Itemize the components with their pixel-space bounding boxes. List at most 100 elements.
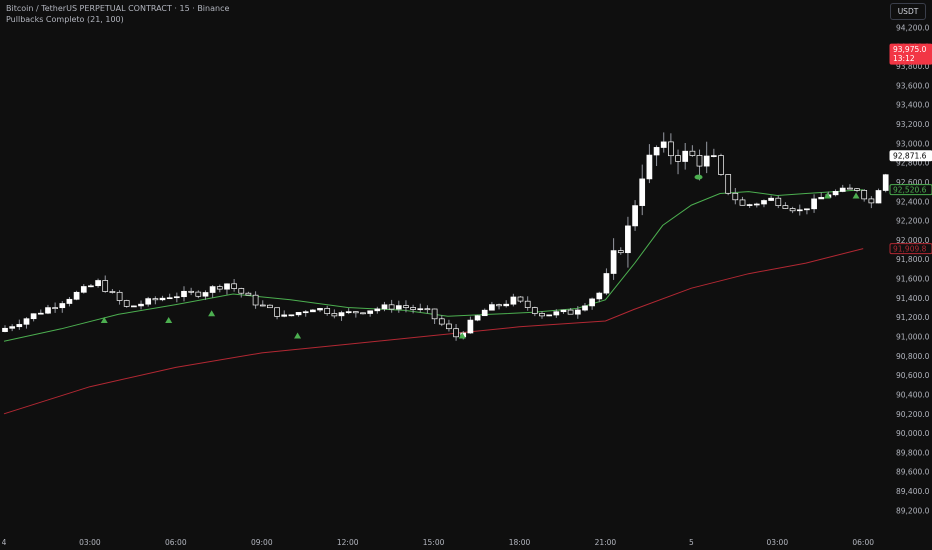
candle-body <box>302 311 309 314</box>
candle-body <box>231 283 237 289</box>
indicator-label[interactable]: Pullbacks Completo (21, 100) <box>6 15 124 24</box>
candle-body <box>202 292 209 297</box>
candle-body <box>710 155 717 157</box>
price-tick-label: 90,200.0 <box>896 410 930 419</box>
candle-body <box>267 304 273 309</box>
candle-body <box>288 314 295 317</box>
candle-body <box>152 298 159 301</box>
candle-body <box>310 309 316 313</box>
price-tick-label: 93,200.0 <box>896 120 930 129</box>
last-price-label: 92,871.6 <box>893 152 927 161</box>
price-tick-label: 93,600.0 <box>896 81 930 90</box>
candle-body <box>30 313 37 320</box>
candle-body <box>639 178 646 206</box>
pullback-marker <box>823 192 831 199</box>
candle-body <box>252 294 259 306</box>
candle-body <box>95 280 101 287</box>
candle-body <box>481 309 488 317</box>
candle-body <box>173 296 180 299</box>
price-tick-label: 90,800.0 <box>896 352 930 361</box>
candle-body <box>381 304 388 310</box>
price-tick-label: 92,600.0 <box>896 178 930 187</box>
candle-body <box>23 318 30 325</box>
countdown-timer: 13:12 <box>893 54 915 63</box>
candle-body <box>431 308 438 320</box>
candle-body <box>102 280 109 292</box>
candle-body <box>9 326 16 329</box>
candle-body <box>259 304 266 307</box>
countdown-price-label-box <box>889 43 932 65</box>
price-tick-label: 92,400.0 <box>896 197 930 206</box>
candle-body <box>596 292 603 300</box>
candle-body <box>453 328 459 338</box>
candle-body <box>145 298 152 305</box>
candle-body <box>109 291 116 293</box>
candle-body <box>668 141 674 157</box>
pullback-marker <box>208 310 216 317</box>
price-tick-label: 91,200.0 <box>896 313 930 322</box>
price-tick-label: 91,800.0 <box>896 255 930 264</box>
price-tick-label: 90,400.0 <box>896 390 930 399</box>
candle-body <box>410 307 416 310</box>
candle-body <box>847 187 853 190</box>
candle-body <box>181 290 187 298</box>
candle-body <box>517 296 524 302</box>
candle-body <box>632 205 638 227</box>
price-tick-label: 92,000.0 <box>896 236 930 245</box>
price-tick-label: 89,800.0 <box>896 448 930 457</box>
time-tick-label: 03:00 <box>79 538 101 547</box>
candle-body <box>345 311 352 314</box>
time-tick-label: 06:00 <box>165 538 187 547</box>
price-tick-label: 90,600.0 <box>896 371 930 380</box>
candle-body <box>589 298 595 307</box>
candle-body <box>839 187 846 192</box>
candle-body <box>73 291 80 300</box>
candle-body <box>503 303 510 307</box>
currency-button[interactable]: USDT <box>890 3 926 20</box>
time-tick-label: 15:00 <box>423 538 445 547</box>
candle-body <box>761 200 767 205</box>
candle-body <box>388 304 395 310</box>
candle-body <box>574 309 581 315</box>
candle-body <box>732 192 739 201</box>
candle-body <box>818 197 825 200</box>
candle-body <box>582 305 588 311</box>
price-tick-label: 92,800.0 <box>896 159 930 168</box>
candle-body <box>474 315 481 321</box>
candle-body <box>560 309 567 313</box>
time-tick-label: 09:00 <box>251 538 273 547</box>
candle-body <box>238 288 245 294</box>
candle-body <box>295 312 302 316</box>
candle-body <box>424 308 431 311</box>
last-price-label-box <box>889 150 932 162</box>
time-tick-label: 21:00 <box>595 538 617 547</box>
candle-body <box>875 190 882 204</box>
candle-body <box>768 197 774 201</box>
price-tick-label: 89,400.0 <box>896 487 930 496</box>
pullback-marker <box>694 174 703 180</box>
candle-body <box>360 312 366 315</box>
candle-body <box>796 209 803 212</box>
candle-body <box>131 305 137 308</box>
chart-title: Bitcoin / TetherUS PERPETUAL CONTRACT · … <box>6 4 230 13</box>
candle-body <box>80 286 87 293</box>
candle-body <box>782 205 789 209</box>
candle-body <box>753 203 760 206</box>
candle-body <box>188 290 195 293</box>
candle-body <box>524 300 531 308</box>
candle-body <box>610 250 617 274</box>
time-tick-label: 5 <box>689 538 694 547</box>
candle-body <box>775 197 782 206</box>
candle-body <box>324 308 331 314</box>
ema-100-line <box>3 248 864 415</box>
candle-body <box>374 308 381 312</box>
candle-body <box>696 155 703 167</box>
candle-body <box>546 314 553 317</box>
candle-body <box>274 307 280 317</box>
candle-body <box>116 291 123 301</box>
candle-body <box>216 286 223 290</box>
candle-body <box>739 199 746 206</box>
time-tick-label: 18:00 <box>509 538 531 547</box>
candle-body <box>166 297 173 300</box>
